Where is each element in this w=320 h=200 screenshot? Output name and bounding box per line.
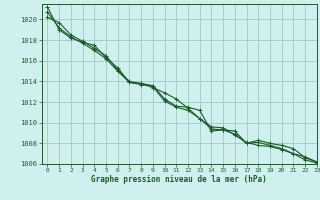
X-axis label: Graphe pression niveau de la mer (hPa): Graphe pression niveau de la mer (hPa): [91, 175, 267, 184]
